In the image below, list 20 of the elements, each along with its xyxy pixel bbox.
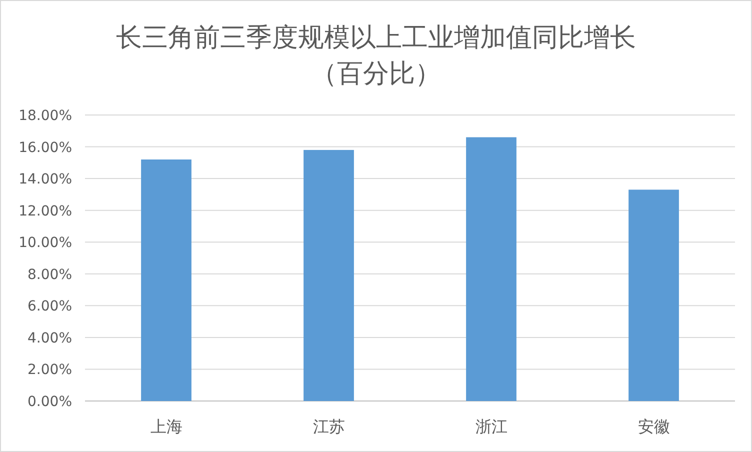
bar <box>141 159 192 401</box>
y-tick-label: 18.00% <box>18 108 72 124</box>
y-tick-label: 12.00% <box>18 203 72 220</box>
bar <box>628 190 679 401</box>
y-tick-label: 16.00% <box>18 140 72 156</box>
y-tick-label: 4.00% <box>28 330 72 346</box>
chart-title: 长三角前三季度规模以上工业增加值同比增长 <box>116 23 636 53</box>
bar <box>466 137 516 401</box>
bar <box>304 150 354 401</box>
x-tick-label: 上海 <box>150 417 182 436</box>
x-tick-label: 安徽 <box>638 417 670 436</box>
y-tick-label: 10.00% <box>18 235 72 252</box>
y-tick-label: 0.00% <box>28 394 72 410</box>
y-tick-label: 6.00% <box>28 298 72 315</box>
y-tick-label: 2.00% <box>28 362 72 378</box>
y-tick-label: 14.00% <box>18 172 72 188</box>
x-tick-label: 浙江 <box>475 417 508 436</box>
x-tick-label: 江苏 <box>312 417 345 436</box>
chart-subtitle: （百分比） <box>311 59 441 89</box>
y-tick-label: 8.00% <box>28 266 72 283</box>
